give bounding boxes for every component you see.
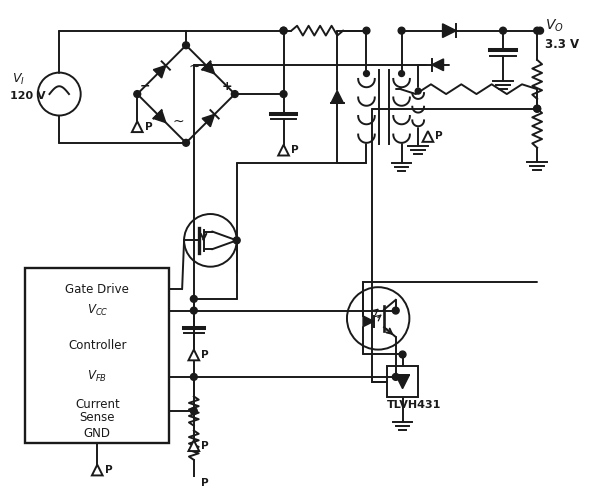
Text: 3.3 V: 3.3 V (545, 38, 579, 51)
Circle shape (399, 351, 406, 358)
Polygon shape (278, 145, 289, 156)
Circle shape (190, 407, 197, 414)
Text: Gate Drive: Gate Drive (66, 283, 129, 296)
Text: ~: ~ (173, 114, 184, 128)
Circle shape (499, 27, 506, 34)
Text: P: P (435, 131, 443, 142)
Circle shape (190, 307, 197, 314)
Text: $V_O$: $V_O$ (545, 18, 564, 34)
Circle shape (534, 105, 541, 112)
Polygon shape (423, 131, 433, 142)
Polygon shape (331, 91, 343, 103)
Text: +: + (222, 80, 232, 93)
Polygon shape (132, 122, 142, 132)
Bar (25, 268, 170, 443)
Circle shape (363, 27, 370, 34)
Polygon shape (154, 110, 166, 122)
Text: ~: ~ (188, 60, 200, 74)
Text: GND: GND (84, 427, 111, 440)
Polygon shape (443, 24, 456, 38)
Polygon shape (202, 61, 215, 74)
Circle shape (398, 27, 405, 34)
Polygon shape (154, 65, 166, 78)
Polygon shape (92, 465, 103, 475)
Polygon shape (202, 114, 215, 127)
Circle shape (183, 140, 190, 146)
Text: TLVH431: TLVH431 (387, 400, 441, 410)
Polygon shape (363, 316, 374, 326)
Circle shape (392, 373, 399, 380)
Text: 120 V: 120 V (11, 91, 46, 101)
Text: $V_{CC}$: $V_{CC}$ (86, 303, 108, 318)
Bar (387, 366, 418, 397)
Text: Current: Current (75, 398, 119, 411)
Text: P: P (145, 122, 152, 132)
Circle shape (399, 71, 404, 77)
Text: P: P (201, 350, 209, 360)
Circle shape (183, 42, 190, 49)
Text: Controller: Controller (68, 339, 126, 352)
Polygon shape (396, 375, 410, 388)
Circle shape (280, 91, 287, 98)
Circle shape (190, 373, 197, 380)
Polygon shape (189, 477, 199, 488)
Text: P: P (201, 478, 209, 488)
Circle shape (534, 105, 541, 112)
Text: Sense: Sense (80, 411, 115, 425)
Circle shape (415, 88, 421, 94)
Circle shape (233, 237, 240, 244)
Text: P: P (201, 441, 209, 451)
Circle shape (232, 91, 238, 98)
Circle shape (534, 27, 541, 34)
Polygon shape (432, 59, 443, 71)
Polygon shape (189, 440, 199, 451)
Circle shape (537, 27, 544, 34)
Circle shape (363, 71, 369, 77)
Text: $V_{FB}$: $V_{FB}$ (87, 369, 107, 385)
Polygon shape (189, 349, 199, 360)
Text: −: − (140, 80, 150, 93)
Text: $V_I$: $V_I$ (12, 72, 25, 87)
Circle shape (190, 295, 197, 302)
Circle shape (134, 91, 141, 98)
Circle shape (280, 27, 287, 34)
Circle shape (280, 27, 287, 34)
Text: P: P (291, 145, 298, 155)
Circle shape (392, 307, 399, 314)
Text: P: P (105, 465, 112, 475)
